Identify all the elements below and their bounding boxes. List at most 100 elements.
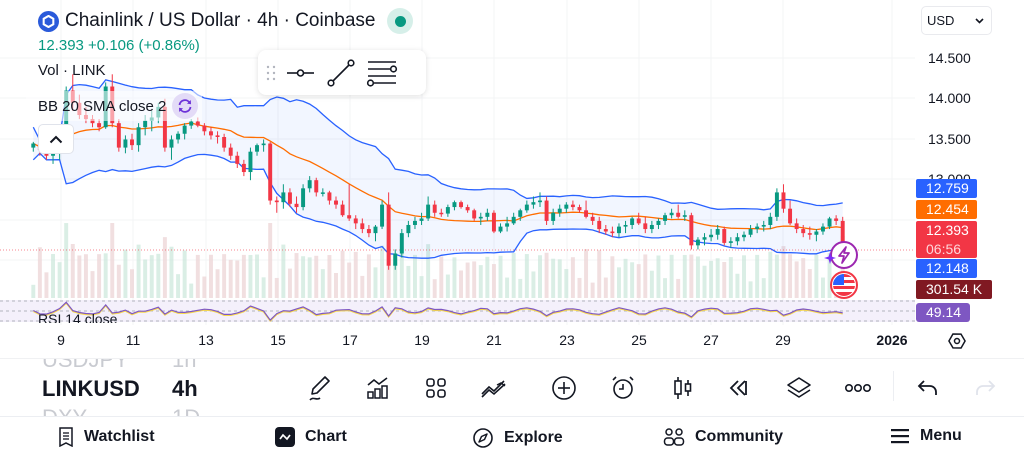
time-axis-tick: 19 [414,332,430,348]
time-axis-tick: 15 [270,332,286,348]
interval-text: 1D [172,405,200,417]
chart-settings-button[interactable] [946,330,968,352]
nav-community[interactable]: Community [663,427,783,447]
symbol-text: DXY [42,405,150,417]
trend-line-tool-icon[interactable] [326,58,356,88]
symbol-option-current[interactable]: LINKUSD 4h [42,376,198,402]
drag-handle-icon[interactable] [266,64,276,82]
bb-lower-price-tag: 12.148 [916,259,977,278]
nav-watchlist[interactable]: Watchlist [58,427,155,447]
price-axis-tick: 14.500 [928,50,971,66]
layers-icon [787,377,811,398]
market-status-indicator[interactable] [387,8,414,34]
bollinger-indicator-legend[interactable]: BB 20 SMA close 2 [26,91,203,121]
fib-retracement-tool-icon[interactable] [366,58,398,88]
chevron-up-icon [49,135,63,143]
time-axis-tick: 21 [486,332,502,348]
chart-icon [275,427,295,447]
nav-explore[interactable]: Explore [472,427,563,449]
drawing-tools-button[interactable] [305,373,335,403]
time-axis-tick: 25 [631,332,647,348]
time-axis-tick: 17 [342,332,358,348]
chart-type-button[interactable] [668,373,698,403]
nav-label: Watchlist [84,428,155,445]
symbol-text: LINKUSD [42,376,140,401]
economic-events-us-flag-button[interactable] [830,271,858,299]
ohlc-price-change: 12.393 +0.106 (+0.86%) [38,37,200,54]
time-axis-tick: 13 [198,332,214,348]
time-axis-tick: 23 [559,332,575,348]
nav-label: Chart [305,428,347,445]
draw-icon [309,376,330,401]
price-axis-tick: 14.000 [928,90,971,106]
symbol-option-next[interactable]: DXY 1D [42,405,200,417]
nav-label: Menu [920,427,962,444]
refresh-icon [179,99,192,113]
ai-insight-button[interactable] [830,241,858,269]
rsi-indicator-label[interactable]: RSI 14 close [38,311,118,323]
bottom-navigation: Watchlist Chart Explore Community Menu [0,416,1024,461]
watchlist-icon [59,427,73,447]
last-price-value: 12.393 [926,222,969,238]
nav-label: Explore [504,429,563,446]
undo-button[interactable] [913,373,943,403]
currency-select[interactable]: USD [921,6,992,35]
indicators-icon [367,377,388,399]
indicators-button[interactable] [363,373,393,403]
price-axis-tick: 13.500 [928,131,971,147]
market-open-dot-icon [394,15,406,27]
time-axis-tick: 9 [57,332,65,348]
collapse-legend-button[interactable] [38,124,74,154]
bar-replay-button[interactable] [724,373,754,403]
add-button[interactable] [549,373,579,403]
object-tree-button[interactable] [784,373,814,403]
horizontal-line-tool-icon[interactable] [286,63,316,83]
add-circle-icon [552,376,576,400]
layouts-icon [426,378,446,398]
lightning-icon [838,246,850,264]
time-axis-tick: 29 [775,332,791,348]
alarm-clock-icon [612,376,634,399]
compare-symbols-button[interactable] [479,373,509,403]
compare-icon [481,380,506,398]
symbol-text: USDJPY [42,359,129,372]
more-dots-icon [844,383,871,393]
line-tool-floating-toolbar [258,50,426,95]
chart-canvas[interactable]: Chainlink / US Dollar · 4h · Coinbase 12… [0,0,1024,360]
bar-countdown-timer: 06:56 [926,241,962,257]
interval-text: 1h [172,359,197,372]
nav-chart[interactable]: Chart [275,427,347,447]
replay-rewind-icon [729,380,747,396]
redo-button[interactable] [970,373,1000,403]
currency-select-value: USD [927,13,955,28]
sparkle-icon [824,252,836,264]
menu-hamburger-icon [891,429,909,444]
symbol-interval-picker[interactable]: USDJPY 1h LINKUSD 4h DXY 1D [42,359,212,417]
chainlink-logo-icon [38,10,59,32]
interval-text: 4h [172,376,198,401]
create-alert-button[interactable] [608,373,638,403]
volume-value-tag: 301.54 K [916,280,992,299]
price-chart[interactable] [0,0,1024,360]
symbol-header[interactable]: Chainlink / US Dollar · 4h · Coinbase [38,8,414,34]
symbol-title[interactable]: Chainlink / US Dollar · 4h · Coinbase [65,10,376,31]
candlestick-icon [674,377,692,399]
time-axis-year: 2026 [876,332,908,348]
volume-indicator-label[interactable]: Vol · LINK [38,62,106,79]
us-flag-icon [833,274,855,296]
time-axis-tick: 11 [125,332,141,348]
nav-menu[interactable]: Menu [890,427,962,445]
bb-upper-price-tag: 12.759 [916,179,977,198]
bollinger-indicator-label[interactable]: BB 20 SMA close 2 [38,97,167,115]
bb-basis-price-tag: 12.454 [916,200,977,219]
explore-compass-icon [473,428,493,448]
chevron-down-icon [975,17,984,24]
undo-icon [917,380,937,395]
rsi-value-tag: 49.14 [916,303,970,322]
more-options-button[interactable] [843,373,873,403]
symbol-option-previous[interactable]: USDJPY 1h [42,359,196,373]
community-icon [663,428,685,446]
reload-indicator-button[interactable] [172,93,199,119]
redo-icon [976,380,996,395]
layouts-button[interactable] [421,373,451,403]
